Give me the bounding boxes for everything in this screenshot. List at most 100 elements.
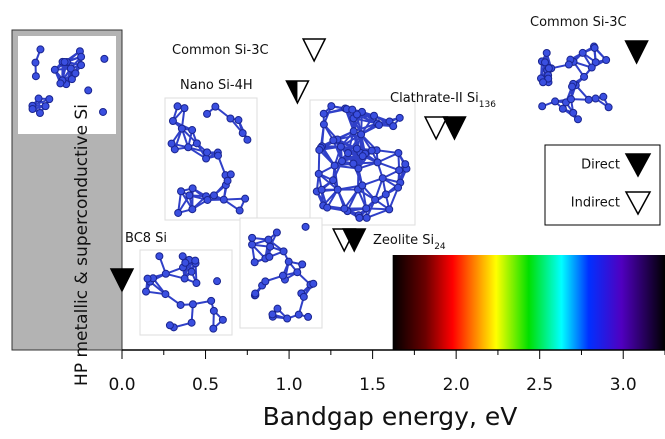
atom <box>402 161 409 168</box>
atom <box>177 301 184 308</box>
atom <box>330 137 337 144</box>
atom <box>36 110 43 117</box>
atom <box>395 184 402 191</box>
atom <box>72 70 79 77</box>
triangle <box>443 117 465 139</box>
atom <box>61 59 68 66</box>
atom <box>267 243 274 250</box>
material-name: Clathrate-II Si <box>390 91 479 106</box>
atom <box>552 98 559 105</box>
atom <box>574 116 581 123</box>
x-tick-label: 1.0 <box>276 375 303 395</box>
atom <box>204 196 211 203</box>
x-tick-label: 2.5 <box>526 375 553 395</box>
atom <box>374 159 381 166</box>
atom <box>280 248 287 255</box>
atom <box>100 108 107 115</box>
atom <box>300 293 307 300</box>
atom <box>592 95 599 102</box>
atom <box>252 290 259 297</box>
atom <box>382 191 389 198</box>
atom <box>299 261 306 268</box>
triangle <box>425 117 447 139</box>
atom <box>210 192 217 199</box>
atom <box>345 150 352 157</box>
atom <box>178 125 185 132</box>
atom <box>320 110 327 117</box>
atom <box>565 61 572 68</box>
atom <box>338 158 345 165</box>
atom <box>310 280 317 287</box>
atom <box>57 80 64 87</box>
material-name: Common Si-3C <box>172 43 269 58</box>
atom <box>279 272 286 279</box>
atom <box>249 241 256 248</box>
atom <box>284 315 291 322</box>
material-name: Nano Si-4H <box>180 78 253 93</box>
figure: HP metallic & superconductive Si 0.00.51… <box>0 0 665 435</box>
triangle <box>626 41 648 63</box>
atom <box>212 103 219 110</box>
atom <box>186 192 193 199</box>
atom <box>579 49 586 56</box>
atom <box>350 128 357 135</box>
x-tick-label: 3.0 <box>610 375 637 395</box>
atom <box>285 258 292 265</box>
atom <box>244 136 251 143</box>
atom <box>358 131 365 138</box>
x-tick-label: 1.5 <box>359 375 386 395</box>
atom <box>356 214 363 221</box>
atom <box>51 66 58 73</box>
atom <box>324 204 331 211</box>
atom <box>242 195 249 202</box>
atom <box>371 112 378 119</box>
atom <box>214 152 221 159</box>
atom <box>266 253 273 260</box>
atom <box>78 62 85 69</box>
atom <box>192 257 199 264</box>
marker <box>286 81 308 103</box>
atom <box>395 149 402 156</box>
legend-label: Direct <box>581 158 620 173</box>
x-tick-label: 2.0 <box>443 375 470 395</box>
atom <box>543 49 550 56</box>
material-label: Common Si-3C <box>530 15 627 30</box>
marker <box>303 39 325 61</box>
atom <box>600 93 607 100</box>
atom <box>220 196 227 203</box>
material-label: BC8 Si <box>125 231 167 246</box>
atom <box>204 149 211 156</box>
atom <box>32 59 39 66</box>
atom <box>295 311 302 318</box>
atom <box>46 96 53 103</box>
triangle <box>303 39 325 61</box>
atom <box>569 83 576 90</box>
x-tick-label: 0.0 <box>108 375 135 395</box>
atom <box>396 114 403 121</box>
atom <box>32 73 39 80</box>
atom <box>251 259 258 266</box>
atom <box>214 278 221 285</box>
atom <box>591 44 598 51</box>
atom <box>210 325 217 332</box>
atom <box>29 105 36 112</box>
atom <box>179 253 186 260</box>
atom <box>219 316 226 323</box>
atom <box>236 207 243 214</box>
atom <box>539 103 546 110</box>
material-name: Zeolite Si <box>373 233 434 248</box>
atom <box>189 185 196 192</box>
atom <box>182 259 189 266</box>
atom <box>37 46 44 53</box>
atom <box>363 214 370 221</box>
atom <box>269 311 276 318</box>
atom <box>315 170 322 177</box>
atom <box>249 234 256 241</box>
atom <box>372 196 379 203</box>
atom <box>337 143 344 150</box>
atom <box>101 55 108 62</box>
atom <box>353 145 360 152</box>
atom <box>368 147 375 154</box>
atom <box>363 205 370 212</box>
subscript: 24 <box>434 242 446 252</box>
